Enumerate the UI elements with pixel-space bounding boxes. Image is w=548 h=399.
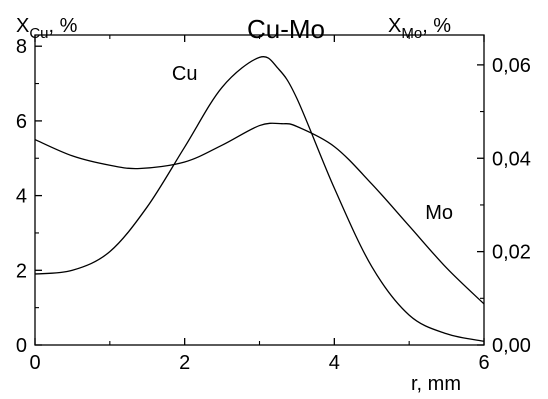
series-label-cu: Cu [172, 63, 198, 85]
y-right-tick-label-3: 0,06 [492, 55, 531, 77]
x-tick-label-1: 2 [179, 352, 190, 374]
x-tick-label-3: 6 [478, 352, 489, 374]
y-right-axis-title-suffix: , % [422, 15, 451, 37]
x-axis-title: r, mm [411, 373, 461, 395]
y-right-tick-label-2: 0,04 [492, 148, 531, 170]
x-tick-label-2: 4 [329, 352, 340, 374]
chart-marks: 0 2 4 6 0 2 4 6 8 0,00 0,02 0,04 0,06 Cu Mo [16, 35, 531, 374]
y-left-tick-label-3: 6 [16, 111, 27, 133]
x-tick-label-0: 0 [29, 352, 40, 374]
y-right-tick-label-0: 0,00 [492, 335, 531, 357]
y-left-axis-title-sub: Cu [29, 25, 48, 42]
series-label-mo: Mo [425, 202, 453, 224]
y-left-axis-title: XCu, % [16, 15, 78, 42]
series-line-cu [34, 56, 485, 342]
y-left-tick-label-2: 4 [16, 186, 27, 208]
y-left-tick-label-4: 8 [16, 36, 27, 58]
y-left-axis-title-suffix: , % [49, 15, 78, 37]
y-right-axis-title-main: X [388, 15, 401, 37]
y-left-tick-label-0: 0 [16, 335, 27, 357]
chart-title: Cu-Mo [247, 14, 325, 44]
y-right-axis-title-sub: Mo [401, 25, 422, 42]
y-right-axis-title: XMo, % [388, 15, 451, 42]
y-right-tick-label-1: 0,02 [492, 242, 531, 264]
y-left-tick-label-1: 2 [16, 260, 27, 282]
y-left-axis-title-main: X [16, 15, 29, 37]
plot-frame [34, 34, 485, 346]
series-line-mo [34, 122, 485, 305]
